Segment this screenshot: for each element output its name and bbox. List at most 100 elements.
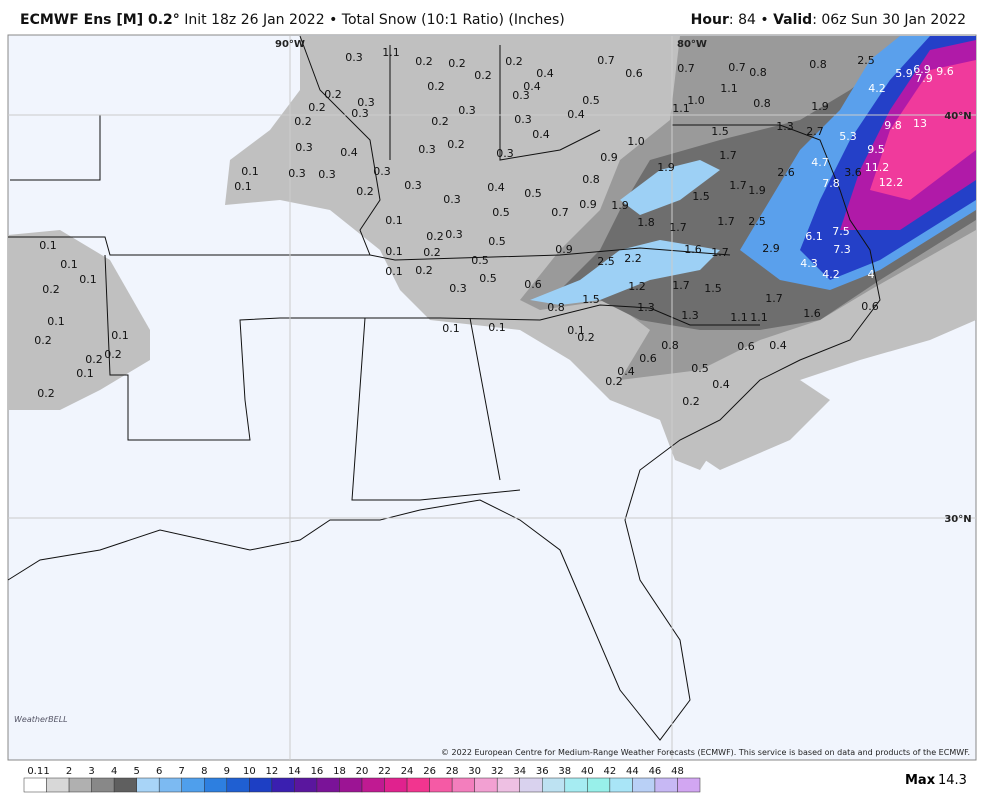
legend-tick: 38 xyxy=(558,766,571,777)
snow-value: 0.6 xyxy=(639,352,657,365)
snow-value: 0.5 xyxy=(488,235,506,248)
value-labels: 0.3 0.2 0.20.20.20.40.40.30.20.30.2 0.3 0.40… xyxy=(34,46,954,408)
snow-value: 0.1 xyxy=(442,322,460,335)
snow-value: 0.7 xyxy=(728,61,746,74)
legend-swatch xyxy=(542,777,566,793)
snow-value: 9.5 xyxy=(867,143,885,156)
snow-value: 0.1 xyxy=(111,329,129,342)
snow-value: 0.8 xyxy=(661,339,679,352)
snow-value: 7.3 xyxy=(833,243,851,256)
graticule xyxy=(8,36,976,760)
legend-tick: 44 xyxy=(626,766,639,777)
snow-value: 5.3 xyxy=(839,130,857,143)
header-right: Hour: 84 • Valid: 06z Sun 30 Jan 2022 xyxy=(690,12,966,28)
snow-value: 0.2 xyxy=(104,348,122,361)
snow-value: 0.5 xyxy=(691,362,709,375)
snow-value: 12.2 xyxy=(879,176,904,189)
legend-swatch xyxy=(68,777,92,793)
snow-light xyxy=(8,230,150,410)
legend-swatch xyxy=(384,777,408,793)
snow-value: 0.7 xyxy=(597,54,615,67)
legend-swatch xyxy=(249,777,273,793)
header: ECMWF Ens [M] 0.2° Init 18z 26 Jan 2022 … xyxy=(0,0,984,34)
snow-value: 0.1 xyxy=(79,273,97,286)
grid-label: 40°N xyxy=(944,111,971,122)
snow-value: 0.4 xyxy=(523,80,541,93)
snow-value: 0.5 xyxy=(492,206,510,219)
snow-value: 1.9 xyxy=(657,161,675,174)
snow-value: 0.3 xyxy=(445,228,463,241)
snow-value: 0.3 xyxy=(449,282,467,295)
snow-value: 0.5 xyxy=(582,94,600,107)
snow-value: 0.9 xyxy=(579,198,597,211)
legend-swatch xyxy=(339,777,363,793)
legend-tick: 14 xyxy=(288,766,301,777)
snow-value: 0.8 xyxy=(547,301,565,314)
snow-value: 0.2 xyxy=(415,55,433,68)
snow-value: 0.2 xyxy=(427,80,445,93)
snow-value: 1.7 xyxy=(719,149,737,162)
legend-swatch xyxy=(271,777,295,793)
snow-value: 0.1 xyxy=(488,321,506,334)
snow-value: 0.4 xyxy=(532,128,550,141)
snow-value: 1.7 xyxy=(729,179,747,192)
valid: 06z Sun 30 Jan 2022 xyxy=(821,12,966,28)
snow-value: 0.2 xyxy=(577,331,595,344)
snow-value: 1.8 xyxy=(637,216,655,229)
snow-pink xyxy=(870,60,976,200)
legend-tick: 24 xyxy=(401,766,414,777)
subtitle: Init 18z 26 Jan 2022 • Total Snow (10:1 … xyxy=(184,12,565,28)
snow-value: 0.8 xyxy=(753,97,771,110)
legend-swatch xyxy=(496,777,520,793)
snow-value: 0.1 xyxy=(76,367,94,380)
snow-value: 0.4 xyxy=(536,67,554,80)
snow-value: 13 xyxy=(913,117,927,130)
snow-value: 1.9 xyxy=(748,184,766,197)
snow-value: 0.5 xyxy=(524,187,542,200)
grid-labels: 90°W 80°W 40°N 30°N xyxy=(275,39,972,525)
snow-value: 0.3 xyxy=(345,51,363,64)
grid-label: 30°N xyxy=(944,514,971,525)
snow-value: 0.3 xyxy=(496,147,514,160)
legend-swatch xyxy=(451,777,475,793)
logo: WeatherBELL xyxy=(14,715,68,724)
snow-light xyxy=(690,380,830,470)
snow-value: 0.5 xyxy=(479,272,497,285)
snow-value: 0.4 xyxy=(340,146,358,159)
snow-value: 4.7 xyxy=(811,156,829,169)
snow-blue xyxy=(620,160,720,215)
snow-value: 1.0 xyxy=(627,135,645,148)
legend-tick: 6 xyxy=(156,766,162,777)
snow-value: 1.3 xyxy=(681,309,699,322)
snow-value: 0.6 xyxy=(625,67,643,80)
snow-value: 1.2 xyxy=(628,280,646,293)
legend-tick: 12 xyxy=(265,766,278,777)
credit: © 2022 European Centre for Medium-Range … xyxy=(441,748,970,757)
legend-tick: 36 xyxy=(536,766,549,777)
snow-value: 4.3 xyxy=(800,257,818,270)
legend-tick: 9 xyxy=(224,766,230,777)
snow-value: 0.3 xyxy=(458,104,476,117)
snow-value: 1.5 xyxy=(711,125,729,138)
legend-swatch xyxy=(226,777,250,793)
legend-tick: 20 xyxy=(356,766,369,777)
snow-value: 2.5 xyxy=(597,255,615,268)
legend-swatch xyxy=(181,777,205,793)
legend-swatch xyxy=(23,777,47,793)
snow-value: 0.2 xyxy=(415,264,433,277)
legend-tick: 16 xyxy=(311,766,324,777)
snow-value: 1.7 xyxy=(717,215,735,228)
legend-swatch xyxy=(316,777,340,793)
grid-label: 80°W xyxy=(677,39,707,50)
snow-value: 0.3 xyxy=(443,193,461,206)
snow-value: 0.5 xyxy=(471,254,489,267)
snow-value: 0.2 xyxy=(34,334,52,347)
snow-value: 1.7 xyxy=(711,246,729,259)
legend-tick: 8 xyxy=(201,766,207,777)
snow-value: 1.6 xyxy=(684,243,702,256)
legend-tick: 48 xyxy=(671,766,684,777)
snow-value: 0.3 xyxy=(514,113,532,126)
snow-value: 0.4 xyxy=(712,378,730,391)
snow-value: 9.8 xyxy=(884,119,902,132)
